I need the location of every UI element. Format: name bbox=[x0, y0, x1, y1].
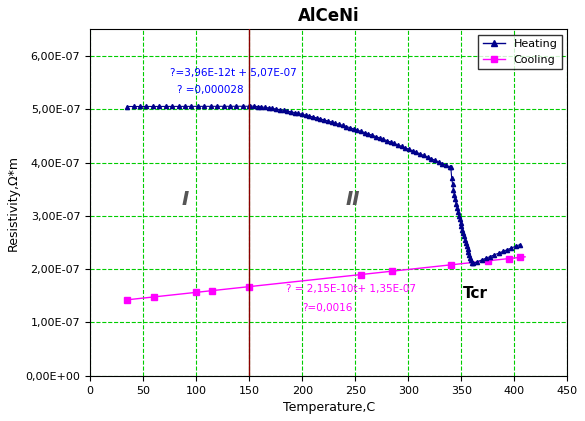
Text: II: II bbox=[346, 190, 360, 209]
Heating bbox=[458, 224, 465, 229]
Cooling bbox=[123, 297, 130, 302]
Cooling bbox=[505, 256, 512, 261]
Heating bbox=[321, 117, 328, 123]
Heating bbox=[247, 104, 254, 109]
Legend: Heating, Cooling: Heating, Cooling bbox=[478, 35, 562, 69]
Heating bbox=[448, 175, 455, 180]
Line: Heating: Heating bbox=[125, 104, 522, 266]
Cooling bbox=[448, 262, 455, 267]
Text: ?=0,0016: ?=0,0016 bbox=[302, 303, 353, 313]
Text: Tcr: Tcr bbox=[463, 286, 487, 301]
Cooling bbox=[192, 290, 199, 295]
Text: ? =0,000028: ? =0,000028 bbox=[177, 85, 244, 95]
Text: ?=3,96E-12t + 5,07E-07: ?=3,96E-12t + 5,07E-07 bbox=[170, 68, 297, 78]
Text: ? = 2,15E-10t+ 1,35E-07: ? = 2,15E-10t+ 1,35E-07 bbox=[287, 284, 417, 293]
Text: I: I bbox=[182, 190, 189, 209]
Cooling bbox=[357, 272, 364, 277]
Heating bbox=[405, 147, 412, 152]
Heating bbox=[453, 201, 460, 206]
Title: AlCeNi: AlCeNi bbox=[298, 7, 360, 25]
X-axis label: Temperature,C: Temperature,C bbox=[283, 401, 375, 414]
Cooling bbox=[516, 255, 523, 260]
Cooling bbox=[150, 294, 157, 299]
Y-axis label: Resistivity,Ω*m: Resistivity,Ω*m bbox=[7, 155, 20, 250]
Cooling bbox=[484, 258, 491, 264]
Cooling bbox=[209, 288, 216, 293]
Heating bbox=[516, 242, 523, 247]
Line: Cooling: Cooling bbox=[125, 255, 522, 303]
Cooling bbox=[246, 284, 253, 289]
Heating bbox=[508, 245, 515, 250]
Cooling bbox=[389, 269, 396, 274]
Heating bbox=[470, 261, 477, 266]
Heating bbox=[123, 104, 130, 109]
